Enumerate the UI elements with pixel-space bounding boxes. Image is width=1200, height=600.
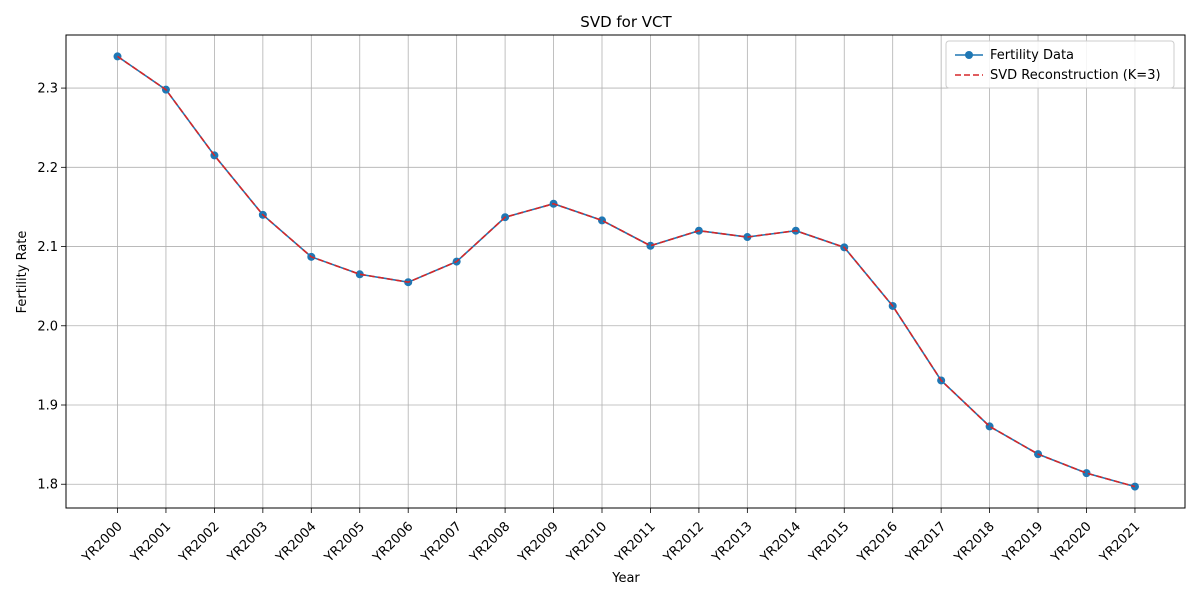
plot-frame xyxy=(65,34,1186,509)
data-point-fertility-data xyxy=(743,233,752,242)
x-tick-label: YR2014 xyxy=(757,519,804,566)
y-tick-label: 2.2 xyxy=(37,161,58,176)
x-tick-label: YR2018 xyxy=(951,519,998,566)
series-line-fertility-data xyxy=(117,55,1136,488)
x-tick-label: YR2002 xyxy=(176,519,223,566)
x-tick-label: YR2009 xyxy=(515,519,562,566)
x-tick-label: YR2007 xyxy=(418,519,465,566)
x-tick-label: YR2019 xyxy=(1000,519,1047,566)
chart-title: SVD for VCT xyxy=(580,13,672,31)
x-tick-label: YR2003 xyxy=(224,519,271,566)
x-tick-label: YR2006 xyxy=(370,519,417,566)
data-point-fertility-data xyxy=(1082,469,1091,478)
x-tick-label: YR2001 xyxy=(127,519,174,566)
x-tick-label: YR2010 xyxy=(564,519,611,566)
x-tick-label: YR2015 xyxy=(806,519,853,566)
data-point-fertility-data xyxy=(598,216,606,225)
y-tick-label: 2.3 xyxy=(37,82,58,97)
data-point-fertility-data xyxy=(355,270,364,279)
y-axis-title: Fertility Rate xyxy=(15,231,30,314)
y-tick-label: 1.8 xyxy=(37,478,58,493)
x-tick-label: YR2016 xyxy=(854,519,901,566)
legend-marker-fertility-data xyxy=(965,51,973,59)
x-tick-label: YR2017 xyxy=(903,519,950,566)
y-tick-label: 2.0 xyxy=(37,319,58,334)
y-tick-label: 1.9 xyxy=(37,399,58,414)
legend-label-fertility-data: Fertility Data xyxy=(990,48,1074,63)
x-tick-label: YR2011 xyxy=(612,519,659,566)
x-tick-label: YR2000 xyxy=(79,519,126,566)
x-tick-label: YR2004 xyxy=(273,519,320,566)
x-tick-label: YR2008 xyxy=(467,519,514,566)
y-tick-layer: 1.8 1.9 2.0 2.1 2.2 2.3 xyxy=(37,82,66,493)
series-layer xyxy=(113,52,1139,491)
legend-box xyxy=(945,40,1175,89)
x-tick-label: YR2005 xyxy=(321,519,368,566)
x-tick-label: YR2021 xyxy=(1096,519,1143,566)
grid-layer xyxy=(66,35,1185,508)
x-axis-title: Year xyxy=(611,571,640,586)
data-point-fertility-data xyxy=(646,241,655,250)
legend-label-svd-reconstruction: SVD Reconstruction (K=3) xyxy=(990,68,1161,83)
x-tick-label: YR2012 xyxy=(660,519,707,566)
legend: Fertility Data SVD Reconstruction (K=3) xyxy=(945,40,1175,89)
y-tick-label: 2.1 xyxy=(37,240,58,255)
x-tick-label: YR2013 xyxy=(709,519,756,566)
x-tick-layer: YR2000 YR2001 YR2002 YR2003 YR2004 YR2005 YR20… xyxy=(79,508,1143,566)
series-line-svd-reconstruction xyxy=(117,55,1136,488)
x-tick-label: YR2020 xyxy=(1048,519,1095,566)
